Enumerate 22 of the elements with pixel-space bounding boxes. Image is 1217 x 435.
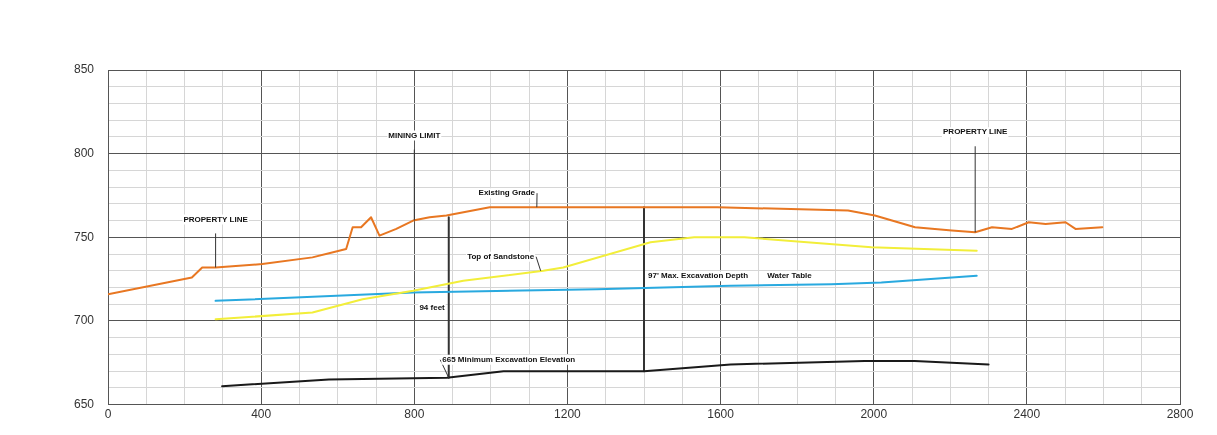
x-tick-label: 1200 <box>554 407 582 422</box>
x-tick-label: 1600 <box>707 407 735 422</box>
annotation: PROPERTY LINE <box>183 214 249 224</box>
annotation: Water Table <box>767 271 813 281</box>
annotation: Top of Sandstone <box>467 251 535 261</box>
x-tick-label: 0 <box>104 407 112 422</box>
y-tick-label: 750 <box>73 229 95 244</box>
x-tick-label: 2400 <box>1013 407 1041 422</box>
annotation: MINING LIMIT <box>388 130 441 140</box>
annotation: Existing Grade <box>478 188 536 198</box>
y-tick-label: 700 <box>73 313 95 328</box>
annotation: 97' Max. Excavation Depth <box>648 271 749 281</box>
x-tick-label: 2800 <box>1166 407 1194 422</box>
x-tick-label: 800 <box>404 407 425 422</box>
y-tick-label: 800 <box>73 145 95 160</box>
x-tick-label: 400 <box>251 407 272 422</box>
annotation: PROPERTY LINE <box>943 127 1008 137</box>
x-tick-label: 2000 <box>860 407 888 422</box>
annotation: 94 feet <box>419 302 446 312</box>
y-tick-label: 650 <box>73 396 95 411</box>
y-tick-label: 850 <box>73 62 95 77</box>
annotation: 665 Minimum Excavation Elevation <box>442 355 576 365</box>
